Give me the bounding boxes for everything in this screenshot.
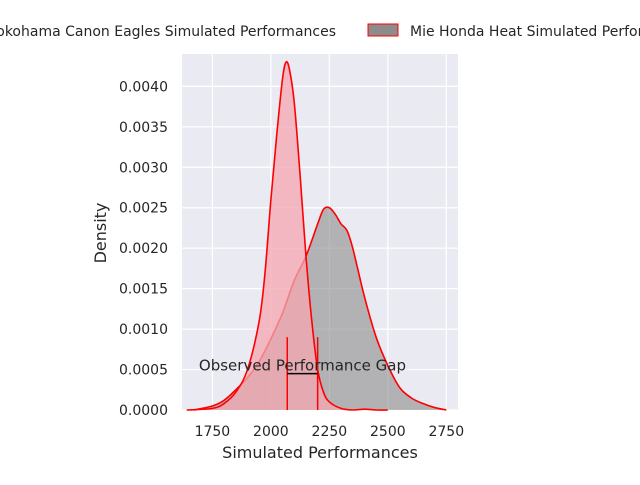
gap-annotation-text: Observed Performance Gap — [199, 357, 406, 375]
y-tick-label: 0.0035 — [119, 120, 168, 136]
x-tick-label: 2750 — [428, 424, 464, 440]
y-tick-label: 0.0020 — [119, 241, 168, 257]
y-tick-label: 0.0005 — [119, 363, 168, 379]
x-tick-label: 2000 — [253, 424, 289, 440]
density-area-1 — [193, 207, 447, 410]
y-tick-label: 0.0015 — [119, 282, 168, 298]
density-line-0 — [186, 60, 388, 411]
legend: Yokohama Canon Eagles Simulated Performa… — [0, 23, 640, 40]
x-tick-label: 2250 — [312, 424, 348, 440]
legend-label-0: Yokohama Canon Eagles Simulated Performa… — [0, 24, 336, 40]
y-tick-label: 0.0025 — [119, 201, 168, 217]
x-tick-label: 2500 — [370, 424, 406, 440]
density-area-0 — [186, 61, 388, 411]
y-axis-label: Density — [91, 203, 110, 264]
y-tick-label: 0.0040 — [119, 79, 168, 95]
x-axis-label: Simulated Performances — [222, 443, 418, 462]
y-tick-label: 0.0030 — [119, 160, 168, 176]
y-tick-label: 0.0010 — [119, 322, 168, 338]
x-tick-label: 1750 — [195, 424, 231, 440]
y-tick-label: 0.0000 — [119, 403, 168, 419]
legend-swatch-1 — [367, 23, 399, 37]
legend-label-1: Mie Honda Heat Simulated Performances — [410, 24, 640, 40]
